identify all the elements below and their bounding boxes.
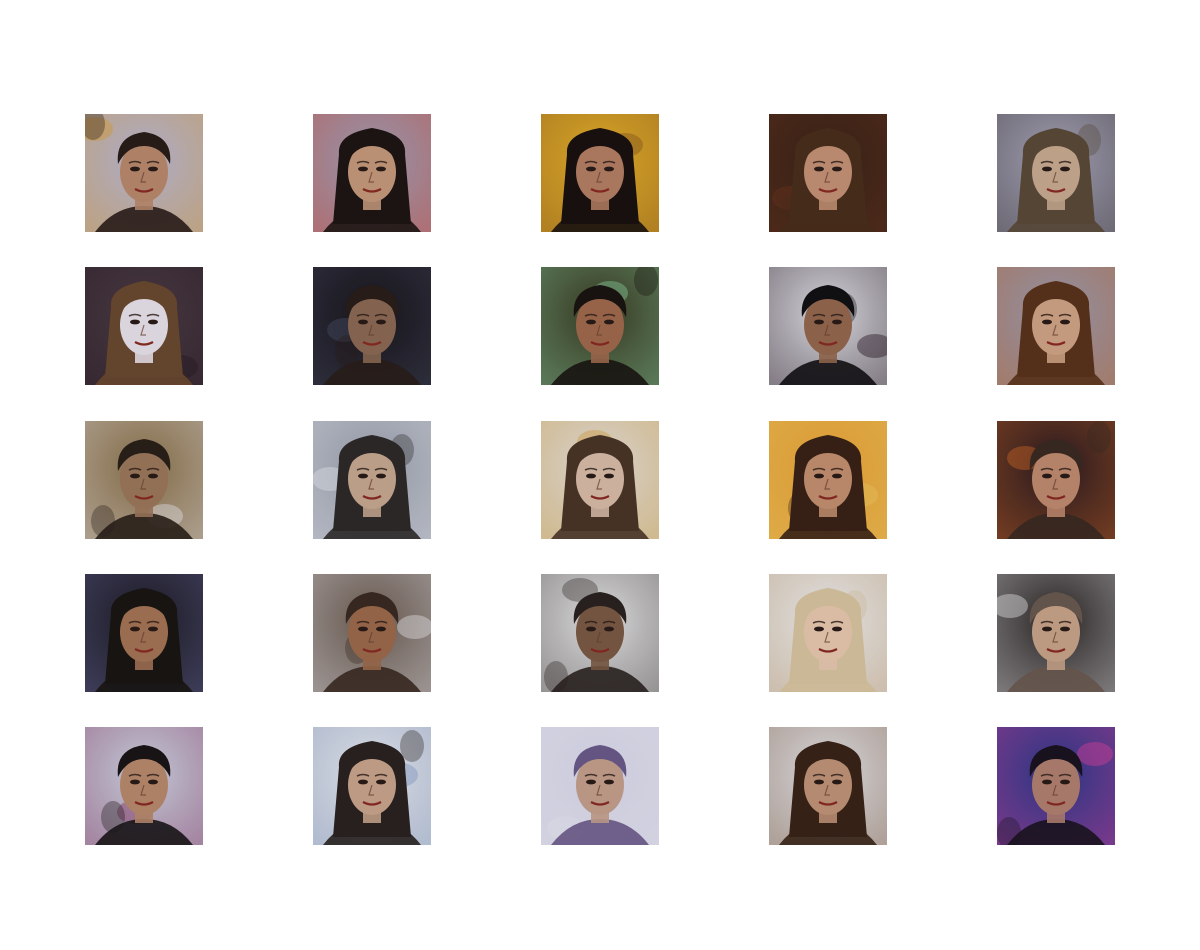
face-image-r2-c4: [769, 267, 887, 386]
face-thumbnail: [769, 727, 887, 845]
face-image-r4-c1: [85, 573, 203, 692]
face-image-r4-c5: [997, 573, 1115, 692]
face-thumbnail: [769, 267, 887, 386]
face-thumbnail: [769, 114, 887, 232]
face-image-r2-c2: [313, 267, 431, 386]
face-image-r1-c3: [541, 114, 659, 232]
face-thumbnail: [769, 573, 887, 692]
face-image-r4-c4: [769, 573, 887, 692]
face-thumbnail: [85, 727, 203, 845]
face-image-r5-c3: [541, 727, 659, 845]
face-image-r5-c2: [313, 727, 431, 845]
face-image-r1-c1: [85, 114, 203, 232]
face-thumbnail: [313, 114, 431, 232]
face-thumbnail: [313, 267, 431, 386]
face-thumbnail: [997, 114, 1115, 232]
face-image-r1-c4: [769, 114, 887, 232]
face-image-r1-c5: [997, 114, 1115, 232]
face-image-r3-c2: [313, 420, 431, 539]
face-thumbnail: [541, 727, 659, 845]
face-image-r3-c3: [541, 420, 659, 539]
face-thumbnail: [85, 573, 203, 692]
face-thumbnail: [541, 114, 659, 232]
face-thumbnail: [997, 420, 1115, 539]
face-thumbnail: [997, 727, 1115, 845]
face-thumbnail: [541, 420, 659, 539]
face-image-r3-c1: [85, 420, 203, 539]
face-thumbnail: [541, 573, 659, 692]
face-thumbnail: [313, 727, 431, 845]
face-thumbnail: [769, 420, 887, 539]
face-thumbnail: [997, 267, 1115, 386]
face-image-r5-c1: [85, 727, 203, 845]
image-grid: [85, 114, 1115, 845]
face-image-r2-c5: [997, 267, 1115, 386]
face-thumbnail: [313, 420, 431, 539]
face-thumbnail: [997, 573, 1115, 692]
face-image-r4-c2: [313, 573, 431, 692]
face-image-r5-c5: [997, 727, 1115, 845]
face-thumbnail: [541, 267, 659, 386]
face-image-r3-c5: [997, 420, 1115, 539]
face-thumbnail: [85, 267, 203, 386]
face-thumbnail: [313, 573, 431, 692]
face-image-r2-c1: [85, 267, 203, 386]
face-thumbnail: [85, 114, 203, 232]
face-image-r5-c4: [769, 727, 887, 845]
face-image-r2-c3: [541, 267, 659, 386]
face-thumbnail: [85, 420, 203, 539]
face-image-r4-c3: [541, 573, 659, 692]
face-image-r1-c2: [313, 114, 431, 232]
face-image-r3-c4: [769, 420, 887, 539]
